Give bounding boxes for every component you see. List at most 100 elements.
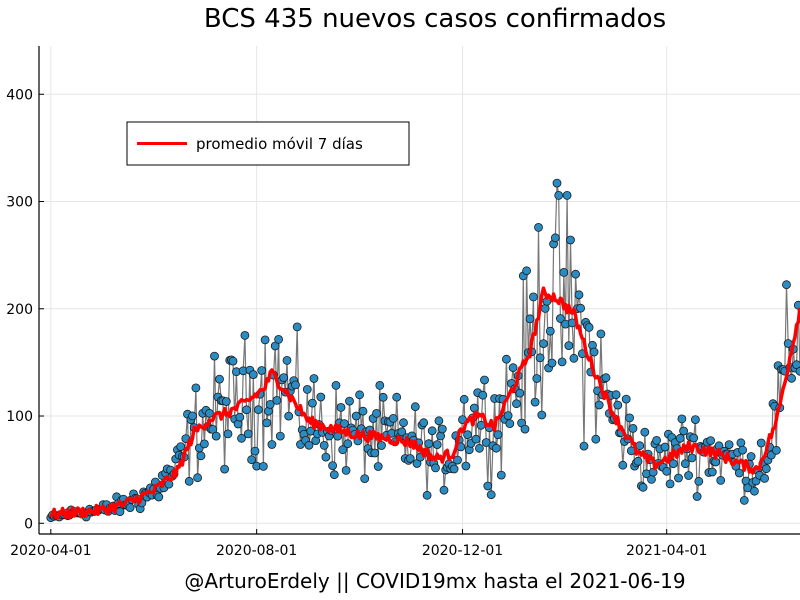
- data-point: [571, 269, 580, 279]
- data-point: [341, 465, 351, 475]
- data-point: [215, 374, 224, 384]
- data-point: [550, 233, 560, 243]
- data-point: [267, 440, 277, 449]
- data-point: [291, 380, 300, 390]
- data-point: [437, 424, 447, 434]
- data-point: [601, 373, 611, 383]
- data-point: [496, 470, 506, 480]
- data-point: [247, 455, 257, 465]
- data-point: [453, 455, 462, 465]
- data-point: [360, 474, 370, 484]
- data-point: [512, 399, 521, 409]
- data-point: [621, 394, 631, 404]
- data-point: [539, 339, 548, 349]
- data-point: [309, 374, 319, 383]
- y-tick-label: 200: [6, 302, 33, 318]
- data-point: [321, 452, 331, 462]
- data-point: [204, 408, 214, 418]
- data-point: [274, 334, 284, 344]
- data-point: [228, 356, 238, 366]
- data-point: [257, 366, 267, 375]
- data-point: [434, 416, 444, 426]
- data-point: [537, 410, 547, 420]
- data-point: [694, 476, 704, 486]
- data-point: [532, 374, 542, 383]
- data-point: [525, 314, 535, 324]
- data-point: [351, 411, 361, 421]
- data-point: [547, 358, 557, 368]
- data-point: [724, 440, 734, 450]
- data-point: [684, 471, 693, 480]
- data-point: [478, 390, 488, 400]
- data-point: [405, 454, 415, 463]
- data-point: [674, 473, 683, 483]
- data-point: [584, 322, 594, 332]
- data-point: [503, 411, 513, 421]
- data-point: [188, 411, 197, 421]
- data-point: [338, 445, 348, 455]
- data-point: [611, 390, 621, 400]
- data-point: [154, 492, 164, 502]
- data-point: [199, 439, 209, 449]
- data-point: [576, 303, 585, 313]
- data-point: [566, 235, 575, 245]
- data-point: [562, 190, 572, 200]
- data-point: [220, 464, 230, 474]
- data-point: [243, 429, 253, 439]
- data-point: [692, 492, 702, 501]
- data-point: [339, 419, 349, 429]
- data-point: [760, 473, 769, 483]
- data-point: [716, 475, 726, 485]
- data-point: [652, 435, 661, 445]
- data-point: [265, 399, 275, 409]
- data-point: [493, 430, 503, 440]
- data-point: [292, 322, 302, 332]
- data-point: [432, 440, 442, 450]
- data-point: [687, 453, 697, 463]
- data-point: [680, 459, 690, 469]
- data-point: [520, 424, 530, 434]
- data-point: [557, 357, 567, 367]
- data-point: [282, 355, 292, 365]
- data-point: [410, 402, 420, 412]
- axes: [38, 46, 800, 535]
- data-point: [193, 473, 203, 483]
- data-point: [399, 418, 408, 428]
- data-point: [319, 440, 329, 450]
- data-point: [564, 341, 574, 351]
- data-point: [345, 396, 354, 406]
- data-point: [191, 383, 201, 393]
- data-point: [534, 222, 543, 232]
- data-point: [422, 490, 432, 500]
- data-point: [662, 466, 672, 476]
- legend-label-moving-average: promedio móvil 7 días: [196, 135, 363, 153]
- data-point: [480, 375, 489, 385]
- data-point: [529, 292, 538, 302]
- data-point: [530, 397, 540, 407]
- x-tick-label: 2020-12-01: [422, 543, 503, 559]
- data-point: [474, 443, 484, 453]
- data-point: [501, 354, 511, 364]
- data-point: [707, 467, 717, 477]
- data-point: [307, 398, 317, 408]
- data-point: [388, 413, 398, 423]
- data-point: [515, 388, 525, 398]
- x-tick-label: 2021-04-01: [626, 543, 707, 559]
- legend: promedio móvil 7 días: [126, 121, 410, 166]
- data-point: [463, 430, 473, 440]
- data-point: [235, 412, 245, 422]
- data-point: [679, 426, 688, 436]
- data-point: [613, 400, 623, 410]
- data-point: [574, 290, 584, 300]
- data-point: [638, 482, 648, 492]
- data-point: [184, 476, 194, 486]
- data-point: [589, 347, 599, 357]
- data-point: [675, 433, 685, 443]
- data-point: [491, 443, 501, 453]
- data-point: [242, 405, 251, 415]
- data-point: [284, 411, 294, 421]
- data-point: [625, 413, 634, 423]
- data-point: [258, 461, 268, 471]
- data-point: [377, 441, 386, 450]
- data-point: [328, 461, 338, 471]
